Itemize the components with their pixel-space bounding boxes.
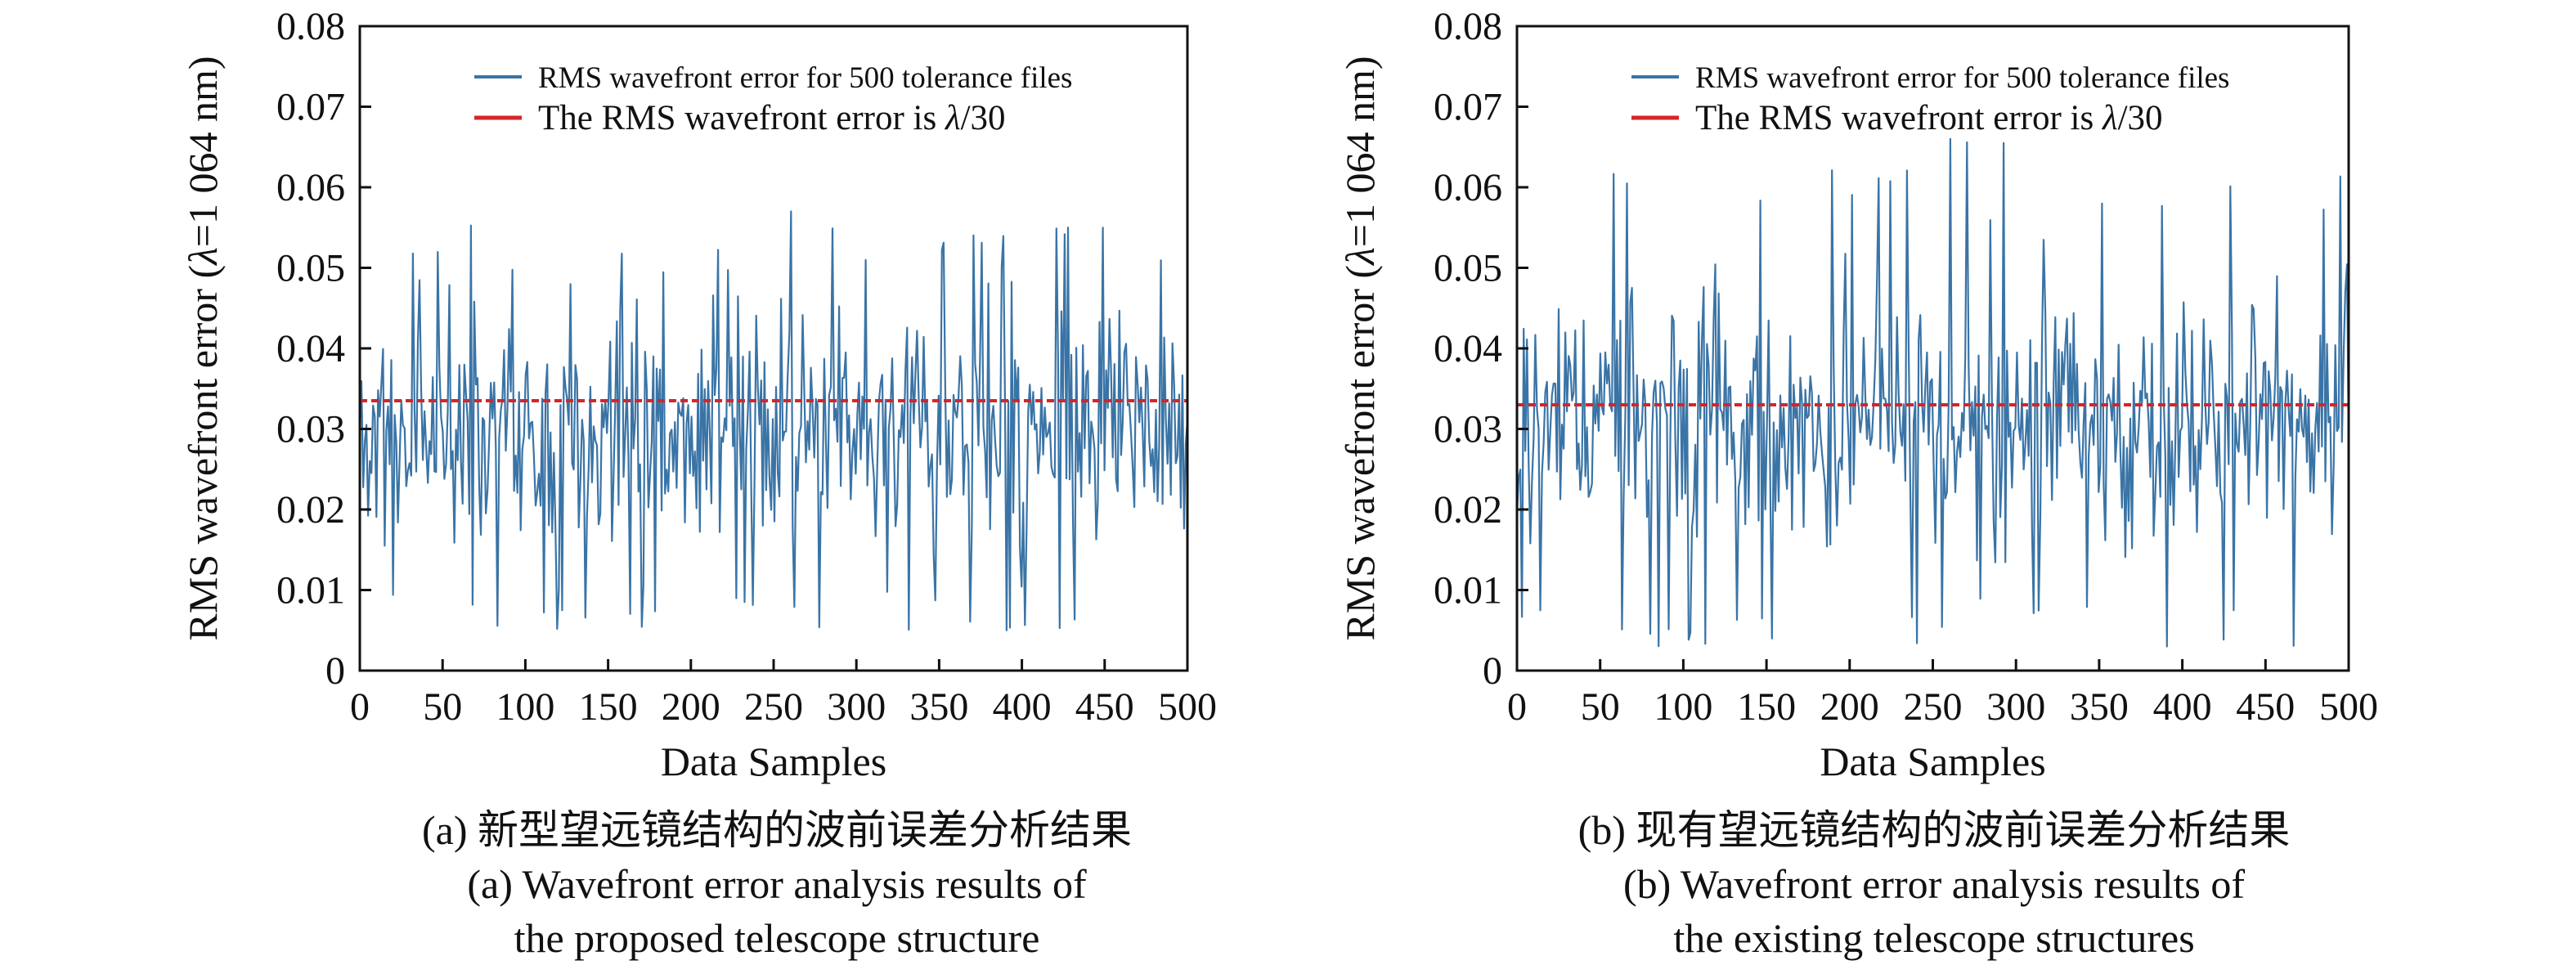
x-tick-label: 500 [2319, 685, 2378, 729]
x-tick-label: 450 [2236, 685, 2295, 729]
y-tick-label: 0.01 [276, 569, 345, 613]
x-tick-label: 150 [579, 685, 638, 729]
y-tick-label: 0 [325, 649, 345, 693]
x-tick-label: 300 [1986, 685, 2045, 729]
x-tick-label: 0 [1507, 685, 1527, 729]
x-tick-label: 100 [496, 685, 554, 729]
caption-a: (a) 新型望远镜结构的波前误差分析结果 (a) Wavefront error… [286, 803, 1268, 965]
y-tick-label: 0.05 [276, 247, 345, 290]
y-tick-label: 0.06 [276, 166, 345, 209]
series-line-rms-error [1515, 137, 2350, 648]
x-axis-label: Data Samples [1820, 738, 2045, 784]
y-tick-label: 0.01 [1434, 569, 1502, 613]
x-tick-label: 400 [2153, 685, 2212, 729]
x-tick-label: 200 [1820, 685, 1879, 729]
x-tick-label: 450 [1075, 685, 1134, 729]
x-tick-label: 300 [827, 685, 886, 729]
y-tick-label: 0.02 [1434, 488, 1502, 532]
x-axis-label: Data Samples [661, 738, 886, 784]
caption-b-chinese: (b) 现有望远镜结构的波前误差分析结果 [1577, 807, 2291, 853]
y-tick-label: 0.03 [276, 408, 345, 451]
x-tick-label: 150 [1737, 685, 1796, 729]
y-tick-label: 0.06 [1434, 166, 1502, 209]
x-tick-label: 50 [1581, 685, 1620, 729]
caption-b-english-line2: the existing telescope structures [1673, 915, 2195, 961]
legend-label-series: RMS wavefront error for 500 tolerance fi… [538, 61, 1072, 95]
caption-a-chinese: (a) 新型望远镜结构的波前误差分析结果 [422, 807, 1132, 853]
legend-label-series: RMS wavefront error for 500 tolerance fi… [1695, 61, 2229, 95]
x-tick-label: 350 [2070, 685, 2129, 729]
chart-b: 0 50 100 150 200 250 300 350 400 450 500 0 0.01 0.02 0… [1337, 5, 2378, 784]
y-tick-label: 0.05 [1434, 247, 1502, 290]
caption-a-english-line2: the proposed telescope structure [514, 915, 1040, 961]
y-tick-label: 0.07 [276, 86, 345, 129]
x-tick-label: 250 [744, 685, 803, 729]
caption-b: (b) 现有望远镜结构的波前误差分析结果 (b) Wavefront error… [1443, 803, 2425, 965]
legend-label-threshold: The RMS wavefront error is λ/30 [1695, 99, 2163, 137]
x-tick-label: 400 [993, 685, 1052, 729]
x-tick-label: 500 [1158, 685, 1217, 729]
x-tick-label: 200 [662, 685, 720, 729]
x-tick-label: 250 [1904, 685, 1963, 729]
caption-b-english-line1: (b) Wavefront error analysis results of [1622, 861, 2246, 907]
x-tick-label: 100 [1654, 685, 1712, 729]
y-tick-label: 0.08 [1434, 5, 1502, 48]
y-tick-label: 0.07 [1434, 86, 1502, 129]
legend-label-threshold: The RMS wavefront error is λ/30 [538, 99, 1006, 137]
y-axis-label: RMS wavefront error (λ=1 064 nm) [1337, 56, 1383, 640]
caption-a-english-line1: (a) Wavefront error analysis results of [467, 861, 1087, 907]
x-tick-label: 350 [909, 685, 968, 729]
y-axis-label: RMS wavefront error (λ=1 064 nm) [180, 56, 226, 640]
y-tick-label: 0.03 [1434, 408, 1502, 451]
x-tick-label: 50 [423, 685, 462, 729]
y-tick-label: 0.04 [276, 327, 345, 370]
y-tick-label: 0.04 [1434, 327, 1502, 370]
y-tick-label: 0 [1483, 649, 1502, 693]
x-tick-label: 0 [350, 685, 370, 729]
y-tick-label: 0.02 [276, 488, 345, 532]
series-line-rms-error [358, 210, 1189, 631]
y-tick-label: 0.08 [276, 5, 345, 48]
chart-a: 0 50 100 150 200 250 300 350 400 450 500 0 0.01 0.02 0… [180, 5, 1217, 784]
